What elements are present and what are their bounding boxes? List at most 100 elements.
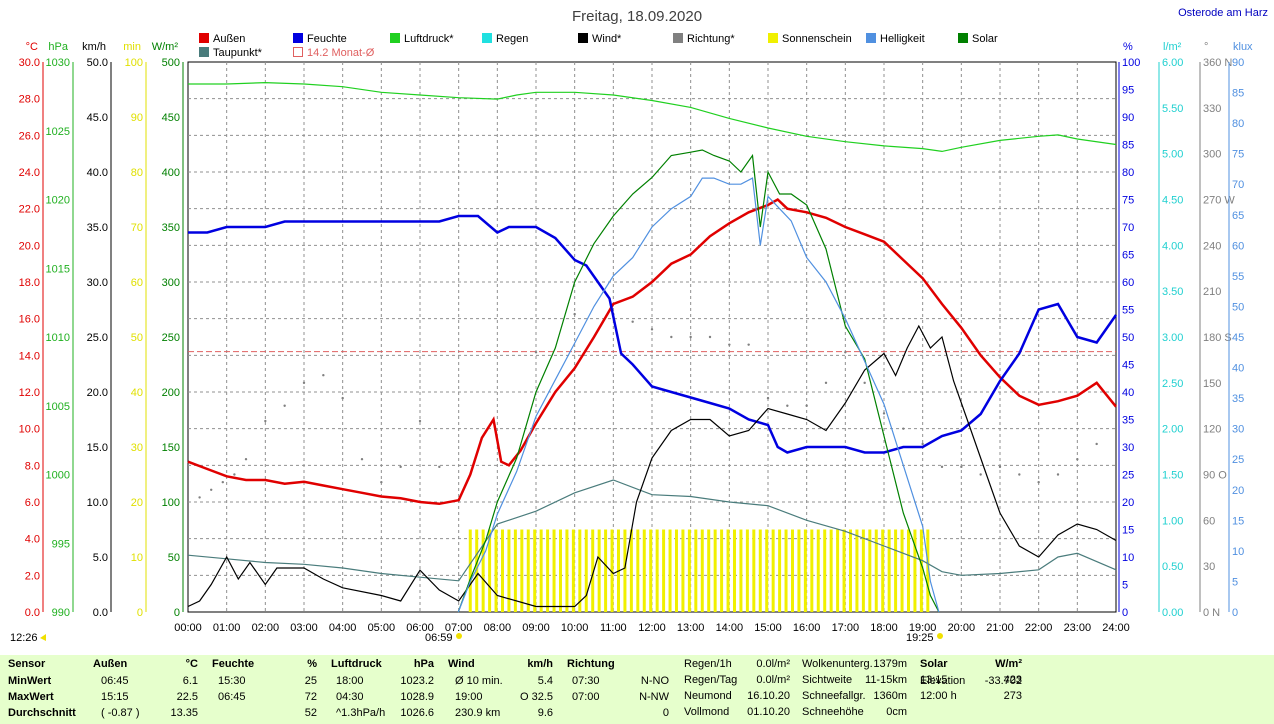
right-axis-unit: klux [1233,41,1253,53]
left-axis-tick: 1010 [46,332,70,344]
right-axis-tick: 100 [1122,57,1140,69]
stats-feuchte-time: 06:45 [218,691,246,703]
stats-solar-value: 423 [1003,674,1022,686]
wind-direction-point [198,496,201,499]
right-axis-tick: 10 [1232,546,1244,558]
left-axis-tick: 10.0 [87,497,108,509]
right-axis-tick: 270 W [1203,195,1235,207]
stats-richtung-time: 07:00 [572,691,600,703]
wind-direction-point [689,335,692,339]
legend-swatch-luftdruck [390,33,400,43]
x-axis-tick: 14:00 [716,622,744,634]
right-axis-tick: 75 [1122,195,1134,207]
wind-direction-point [747,343,750,346]
legend-label-solar: Solar [972,33,998,45]
right-axis-tick: 65 [1232,210,1244,222]
wind-direction-point [1095,442,1098,446]
axes: °C 30.0 28.0 26.0 24.0 22.0 20.0 18.0 16.0 14.0 12… [19,41,1253,619]
wind-direction-point [1056,473,1060,476]
right-axis-tick: 120 [1203,424,1221,436]
wind-direction-point [631,320,634,323]
right-axis-tick: 360 N [1203,57,1232,69]
legend-swatch-regen [482,33,492,43]
left-axis-tick: 300 [162,277,180,289]
series-line-helligkeit [457,177,940,613]
wind-direction-point [1037,480,1040,484]
left-axis-unit: °C [26,41,38,53]
x-axis-tick: 16:00 [793,622,821,634]
stats-wind-value: 5.4 [537,675,553,687]
wind-direction-point [863,381,866,385]
x-axis-tick: 10:00 [561,622,589,634]
x-axis-tick: 19:00 [909,622,937,634]
wind-direction-point [1076,458,1079,461]
stats-extra-value: 1360m [873,690,907,702]
right-axis-tick: 90 O [1203,470,1227,482]
current-time-label: 12:26 [10,632,38,644]
right-axis-tick: 3.00 [1162,332,1183,344]
wind-direction-point [210,488,213,491]
wind-direction-point [805,404,808,407]
left-axis-tick: 80 [131,167,143,179]
right-axis-tick: 90 [1122,112,1134,124]
wind-direction-point [302,381,306,385]
right-axis-tick: 1.00 [1162,515,1183,527]
left-axis-tick: 35.0 [87,222,108,234]
right-axis-tick: 0.00 [1162,607,1183,619]
stats-wind-label: 230.9 km [455,707,501,719]
stats-feuchte-value: 52 [304,707,317,719]
stats-aussen-value: 6.1 [182,675,198,687]
right-axis-tick: 150 [1203,378,1221,390]
legend-swatch-wind [578,33,588,43]
wind-direction-point [573,312,576,316]
left-axis-tick: 15.0 [87,442,108,454]
stats-extra-label: Schneehöhe [802,706,864,718]
stats-extra-value: 11-15km [865,674,907,686]
wind-direction-point [902,427,905,430]
x-axis-tick: 02:00 [252,622,280,634]
plot-area [187,61,1118,613]
wind-direction-point [1018,473,1021,476]
left-axis-tick: 995 [52,538,70,550]
legend-swatch-taupunkt [199,47,209,57]
wind-direction-point [960,465,963,469]
wind-direction-point [728,343,731,346]
stats-luftdruck-value: 1028.9 [400,691,434,703]
right-axis-tick: 35 [1232,393,1244,405]
right-axis-tick: 80 [1122,167,1134,179]
left-axis-tick: 60 [131,277,143,289]
left-axis-tick: 100 [162,497,180,509]
x-axis-tick: 12:00 [638,622,666,634]
right-axis-tick: 50 [1122,332,1134,344]
wind-direction-point [341,396,344,400]
x-axis-tick: 11:00 [600,622,627,634]
right-axis-tick: 2.00 [1162,424,1183,436]
wind-direction-point [438,465,441,469]
left-axis-tick: 30.0 [87,277,108,289]
right-axis-tick: 2.50 [1162,378,1183,390]
x-axis-tick: 03:00 [290,622,318,634]
left-axis-unit: hPa [48,41,68,53]
stats-richtung-value: N-NO [640,675,669,687]
right-axis-tick: 70 [1122,222,1134,234]
stats-header-luftdruck-unit: hPa [413,658,434,670]
x-axis-tick: 23:00 [1064,622,1092,634]
stats-aussen-value: 22.5 [176,691,198,703]
right-axis-tick: 0 [1122,607,1128,619]
x-axis-tick: 01:00 [213,622,241,634]
left-axis-tick: 0.0 [25,607,40,619]
wind-direction-point [708,335,712,339]
left-axis-tick: 10 [131,552,143,564]
x-axis-tick: 00:00 [174,622,202,634]
right-axis-tick: 85 [1122,140,1134,152]
wind-direction-point [670,335,673,339]
right-axis-tick: 0.50 [1162,561,1183,573]
right-axis-tick: 70 [1232,179,1244,191]
right-axis-tick: 90 [1232,57,1244,69]
right-axis-tick: 4.50 [1162,195,1183,207]
wind-direction-point [998,465,1002,469]
right-axis-tick: 55 [1232,271,1244,283]
stats-header-feuchte-unit: % [307,658,317,670]
wind-direction-point [233,473,236,476]
left-axis-tick: 450 [162,112,180,124]
